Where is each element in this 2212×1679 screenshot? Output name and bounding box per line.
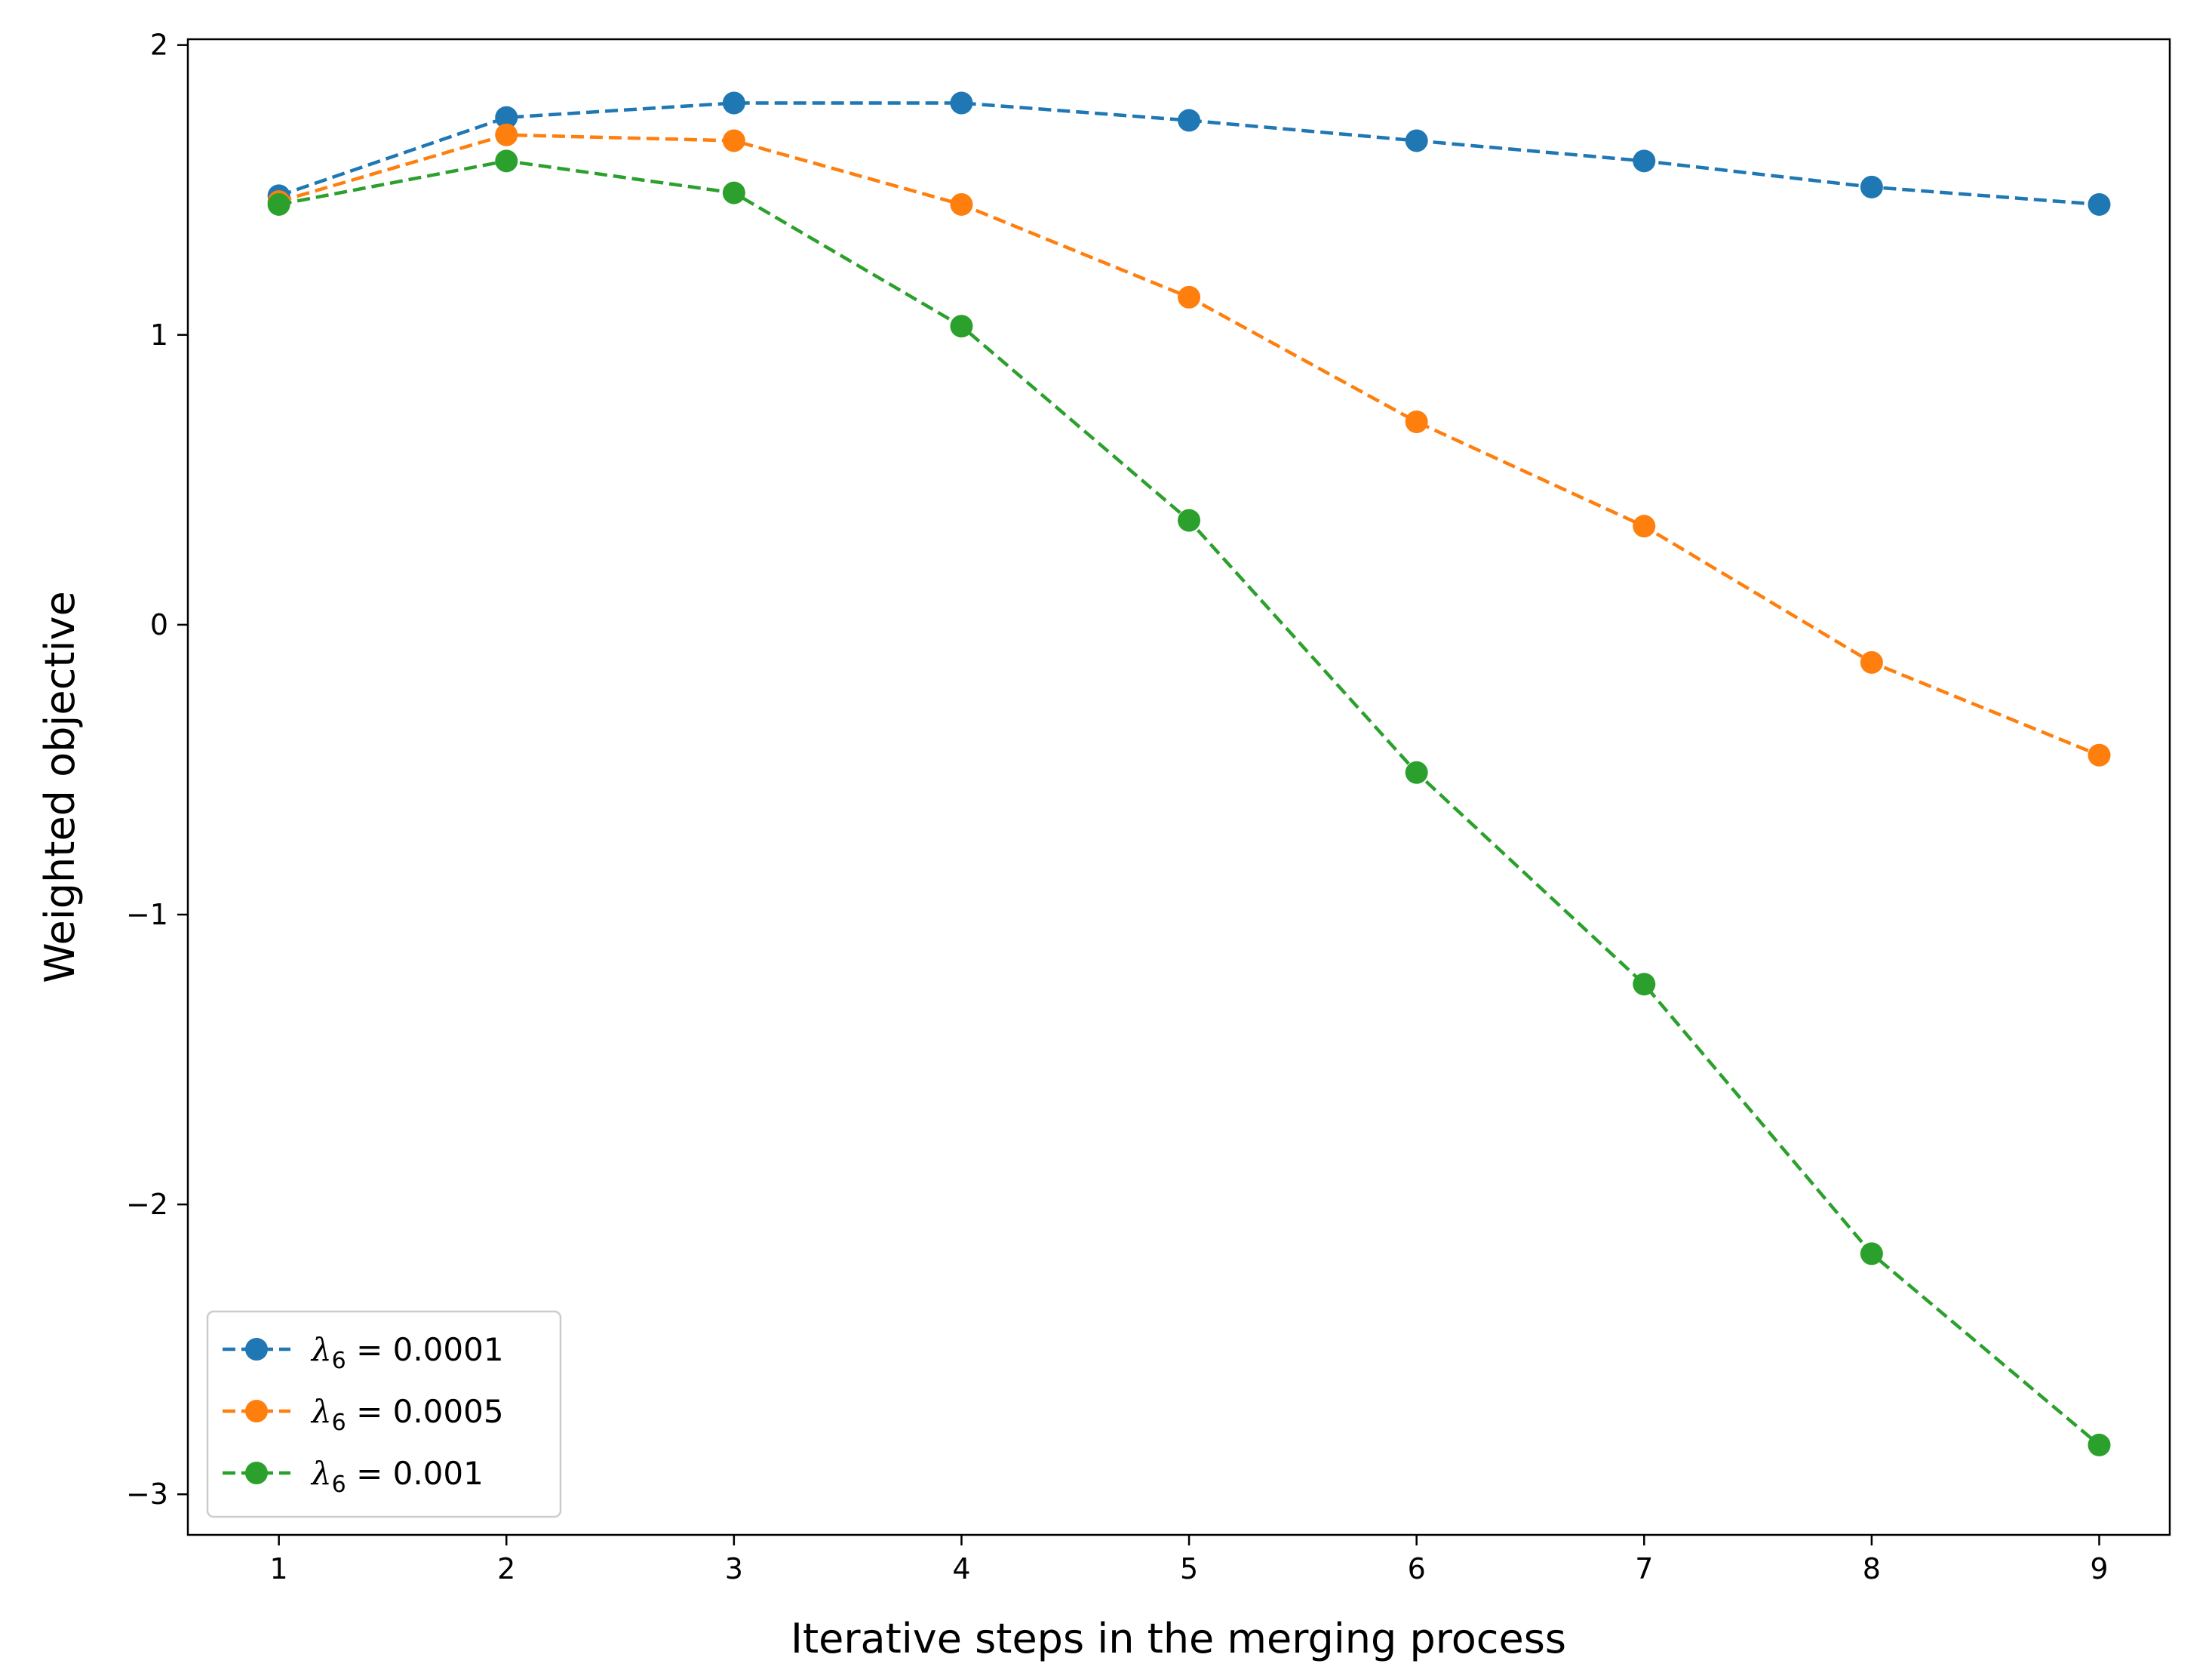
- data-point: [950, 192, 973, 216]
- x-tick-label: 2: [497, 1552, 515, 1585]
- x-tick-label: 8: [1863, 1552, 1881, 1585]
- x-tick-label: 4: [952, 1552, 970, 1585]
- y-axis-label: Weighted objective: [36, 591, 84, 982]
- legend-marker-2: [245, 1400, 268, 1422]
- legend-value: = 0.0005: [346, 1393, 504, 1430]
- legend-value: = 0.001: [346, 1455, 484, 1492]
- x-axis-label: Iterative steps in the merging process: [791, 1615, 1566, 1662]
- legend-box: [206, 1310, 562, 1518]
- data-point: [2088, 192, 2111, 216]
- x-tick-label: 7: [1635, 1552, 1653, 1585]
- y-tick-label: 0: [150, 608, 168, 641]
- y-tick-label: −2: [126, 1188, 168, 1221]
- legend-symbol: λ: [310, 1455, 332, 1492]
- legend-label-3: λ6 = 0.001: [310, 1455, 484, 1498]
- data-point: [722, 181, 745, 204]
- x-tick-label: 6: [1408, 1552, 1426, 1585]
- plot-frame: [186, 38, 2171, 1536]
- x-tick-label: 1: [270, 1552, 288, 1585]
- data-point: [495, 123, 518, 146]
- legend-symbol: λ: [310, 1331, 332, 1368]
- data-point: [1178, 109, 1201, 132]
- series-layer: [267, 91, 2111, 1456]
- data-point: [1860, 175, 1883, 198]
- data-point: [1633, 973, 1656, 996]
- data-point: [722, 91, 745, 115]
- x-tick-label: 5: [1180, 1552, 1198, 1585]
- data-point: [950, 91, 973, 115]
- legend-subscript: 6: [332, 1471, 346, 1498]
- data-point: [1633, 149, 1656, 173]
- data-point: [2088, 1433, 2111, 1456]
- data-point: [1860, 1242, 1883, 1265]
- y-axis: 2 1 0 −1 −2 −3: [126, 29, 188, 1511]
- data-point: [1405, 129, 1428, 152]
- data-point: [495, 149, 518, 173]
- x-tick-label: 9: [2090, 1552, 2108, 1585]
- legend-value: = 0.0001: [346, 1331, 504, 1368]
- y-tick-label: 2: [150, 29, 168, 62]
- legend-subscript: 6: [332, 1410, 346, 1436]
- legend-marker-3: [245, 1462, 268, 1484]
- legend-label-2: λ6 = 0.0005: [310, 1393, 504, 1436]
- data-point: [722, 129, 745, 152]
- x-axis: 1 2 3 4 5 6 7 8 9: [270, 1535, 2109, 1585]
- legend-symbol: λ: [310, 1393, 332, 1430]
- legend-label-1: λ6 = 0.0001: [310, 1331, 504, 1374]
- data-point: [1860, 650, 1883, 674]
- data-point: [1633, 515, 1656, 538]
- data-point: [267, 192, 290, 216]
- y-tick-label: −3: [126, 1478, 168, 1511]
- data-point: [495, 106, 518, 129]
- data-point: [2088, 743, 2111, 767]
- y-tick-label: 1: [150, 318, 168, 352]
- data-point: [1178, 509, 1201, 532]
- data-point: [950, 315, 973, 338]
- legend-marker-1: [245, 1338, 268, 1361]
- x-tick-label: 3: [725, 1552, 743, 1585]
- data-point: [1178, 285, 1201, 309]
- y-tick-label: −1: [126, 898, 168, 931]
- legend-subscript: 6: [332, 1348, 346, 1374]
- data-point: [1405, 761, 1428, 784]
- data-point: [1405, 411, 1428, 434]
